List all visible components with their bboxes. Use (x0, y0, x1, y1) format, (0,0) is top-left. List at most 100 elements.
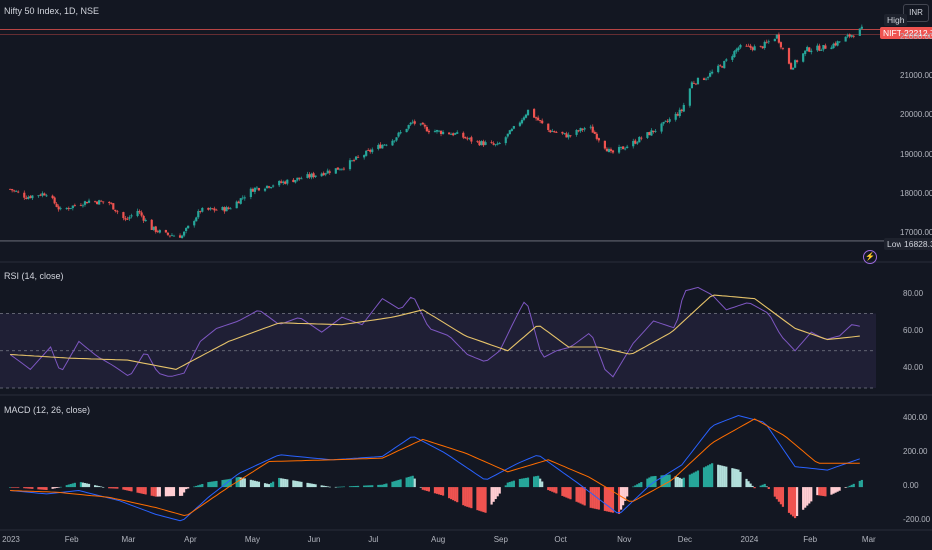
lightning-icon[interactable]: ⚡ (863, 250, 877, 264)
candle-body (85, 201, 89, 204)
currency-button[interactable]: INR (903, 4, 929, 22)
candle-body (27, 196, 30, 199)
candle-body (13, 190, 16, 192)
macd-histogram-bar (761, 484, 764, 488)
candle-body (706, 77, 710, 79)
macd-histogram-bar (336, 486, 339, 488)
candle-body (468, 137, 471, 139)
macd-histogram-bar (399, 479, 402, 488)
candle-body (526, 109, 530, 116)
price-tick-label: 19000.00 (900, 149, 932, 159)
candle-body (749, 45, 752, 48)
candle-body (187, 225, 190, 229)
candle-body (654, 130, 657, 132)
candle-body (725, 59, 728, 61)
candle-body (71, 205, 74, 209)
macd-histogram-bar (284, 478, 287, 488)
candle-body (793, 60, 797, 68)
macd-histogram-bar (371, 485, 374, 488)
macd-histogram-bar (241, 477, 244, 488)
macd-histogram-bar (733, 468, 736, 488)
signal-line (10, 418, 860, 517)
macd-histogram-bar (591, 487, 594, 509)
candle-body (124, 218, 127, 220)
macd-tick-label: 200.00 (903, 447, 928, 456)
candle-body (284, 181, 287, 184)
macd-histogram-bar (846, 486, 849, 488)
macd-histogram-bar (395, 480, 398, 488)
macd-histogram-bar (29, 487, 32, 489)
candle-body (324, 173, 327, 175)
candle-body (626, 146, 629, 149)
macd-histogram-bar (569, 487, 572, 500)
macd-histogram-bar (124, 487, 127, 491)
macd-histogram-bar (547, 487, 550, 491)
macd-histogram-bar (607, 487, 611, 512)
macd-histogram-bar (278, 477, 281, 488)
macd-histogram-bar (522, 478, 526, 488)
candle-body (326, 170, 329, 174)
macd-histogram-bar (306, 482, 309, 488)
candle-body (791, 67, 795, 70)
candle-body (235, 201, 238, 209)
macd-histogram-bar (583, 487, 586, 506)
candle-body (611, 150, 615, 153)
x-tick-label: Feb (64, 535, 79, 544)
macd-histogram-bar (195, 485, 198, 488)
candle-body (480, 140, 483, 146)
macd-histogram-bar (439, 487, 443, 496)
candle-body (555, 132, 558, 133)
macd-histogram-bar (102, 486, 105, 488)
rsi-tick-label: 40.00 (903, 363, 924, 373)
macd-histogram-bar (128, 487, 131, 491)
macd-histogram-bar (156, 487, 159, 497)
macd-histogram-bar (55, 487, 58, 488)
macd-histogram-bar (13, 487, 16, 488)
macd-histogram-bar (626, 487, 629, 497)
candle-body (575, 130, 578, 135)
candle-body (496, 143, 499, 145)
candle-body (595, 133, 598, 139)
candle-body (185, 228, 188, 232)
candle-body (775, 34, 778, 39)
macd-histogram-bar (470, 487, 473, 509)
candle-body (241, 197, 244, 199)
candle-body (498, 142, 501, 144)
candle-body (603, 140, 607, 149)
macd-histogram-bar (852, 483, 855, 488)
macd-histogram-bar (251, 480, 254, 488)
candle-body (328, 171, 331, 173)
macd-histogram-bar (282, 478, 285, 488)
macd-histogram-bar (484, 487, 487, 513)
candle-body (824, 45, 827, 49)
candle-body (836, 41, 839, 46)
candle-body (195, 217, 198, 222)
macd-histogram-bar (709, 464, 712, 488)
x-tick-label: Oct (554, 535, 567, 544)
candle-body (300, 178, 303, 180)
macd-histogram-bar (59, 486, 62, 488)
macd-histogram-bar (482, 487, 485, 513)
candle-body (419, 123, 422, 125)
macd-histogram-bar (87, 483, 91, 488)
price-tick-label: 21000.00 (900, 71, 932, 81)
candle-body (806, 46, 809, 52)
candle-body (441, 131, 445, 134)
macd-histogram-bar (563, 487, 566, 497)
macd-histogram-bar (352, 486, 356, 488)
macd-histogram-bar (603, 487, 607, 511)
macd-histogram-bar (520, 478, 524, 488)
candle-body (180, 235, 184, 239)
candle-body (154, 226, 157, 232)
macd-histogram-bar (122, 487, 125, 490)
macd-histogram-bar (676, 476, 679, 488)
macd-histogram-bar (666, 474, 669, 488)
candle-body (735, 49, 738, 52)
macd-histogram-bar (753, 487, 756, 489)
candle-body (646, 132, 649, 138)
macd-histogram-bar (510, 481, 513, 488)
macd-histogram-bar (824, 487, 827, 497)
candle-body (852, 35, 855, 37)
macd-histogram-bar (448, 487, 451, 499)
